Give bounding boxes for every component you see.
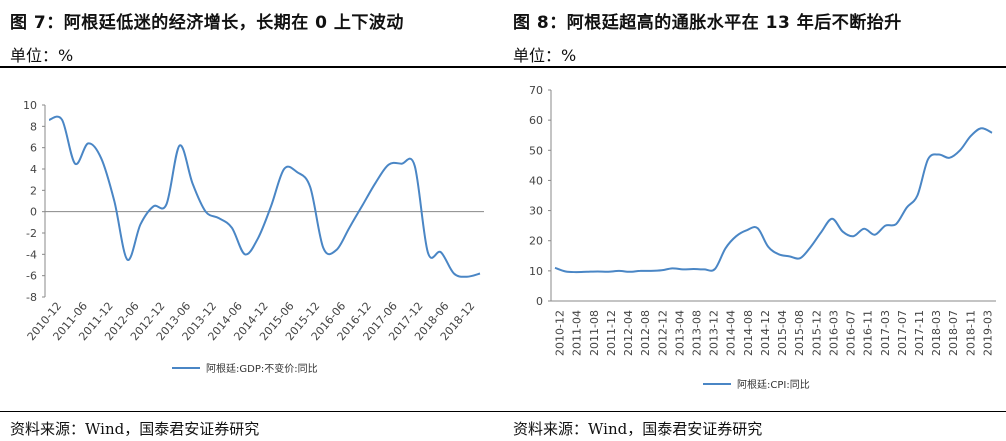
top-rule — [503, 66, 1006, 68]
x-tick-label: 2017-11 — [913, 310, 926, 356]
legend-label: 阿根廷:CPI:同比 — [737, 378, 810, 391]
bottom-rule — [503, 411, 1006, 412]
x-tick-label: 2014-04 — [725, 310, 738, 356]
x-tick-label: 2019-03 — [981, 310, 994, 356]
y-tick-label: -4 — [26, 248, 37, 261]
unit-label: 单位：% — [10, 46, 74, 65]
y-tick-label: 8 — [30, 120, 37, 133]
x-tick-label: 2015-12 — [810, 310, 823, 356]
x-tick-label: 2012-08 — [639, 310, 652, 356]
chart-title: 图 8：阿根廷超高的通胀水平在 13 年后不断抬升 — [513, 13, 902, 33]
y-tick-label: 30 — [529, 205, 543, 218]
x-tick-label: 2017-07 — [896, 310, 909, 356]
x-tick-label: 2013-04 — [673, 310, 686, 356]
y-tick-label: -6 — [26, 270, 37, 283]
bottom-rule — [0, 411, 503, 412]
x-tick-label: 2014-08 — [742, 310, 755, 356]
x-tick-label: 2010-12 — [554, 310, 567, 356]
chart-title: 图 7：阿根廷低迷的经济增长，长期在 0 上下波动 — [10, 13, 404, 33]
x-tick-label: 2018-07 — [947, 310, 960, 356]
y-tick-label: 6 — [30, 142, 37, 155]
x-tick-label: 2012-12 — [656, 310, 669, 356]
x-tick-label: 2016-03 — [827, 310, 840, 356]
x-tick-label: 2016-11 — [862, 310, 875, 356]
cpi-chart: 70 60 50 40 30 20 10 0 2010-12 2011-04 2011-08 2011… — [529, 84, 996, 391]
gdp-chart: 1086420-2-4-6-82010-122011-062011-122012… — [23, 99, 484, 375]
y-tick-label: -2 — [26, 227, 37, 240]
y-tick-label: 0 — [30, 206, 37, 219]
y-tick-label: -8 — [26, 291, 37, 304]
x-tick-label: 2018-11 — [964, 310, 977, 356]
y-tick-label: 10 — [23, 99, 37, 112]
left-panel: 图 7：阿根廷低迷的经济增长，长期在 0 上下波动 单位：% 10 8 6 4 2 0 -2… — [0, 13, 503, 438]
x-tick-label: 2013-08 — [690, 310, 703, 356]
source-note: 资料来源：Wind，国泰君安证券研究 — [10, 420, 260, 438]
series-line — [554, 127, 993, 274]
source-note: 资料来源：Wind，国泰君安证券研究 — [513, 420, 763, 438]
x-tick-label: 2012-04 — [622, 310, 635, 356]
x-tick-label: 2011-04 — [571, 310, 584, 356]
y-tick-label: 4 — [30, 163, 37, 176]
y-tick-label: 0 — [536, 295, 543, 308]
y-tick-label: 40 — [529, 174, 543, 187]
legend-label: 阿根廷:GDP:不变价:同比 — [206, 362, 318, 375]
x-tick-label: 2015-04 — [776, 310, 789, 356]
series-line — [48, 115, 481, 278]
x-tick-label: 2018-03 — [930, 310, 943, 356]
x-tick-label: 2017-03 — [879, 310, 892, 356]
x-tick-label: 2014-12 — [759, 310, 772, 356]
y-tick-label: 2 — [30, 184, 37, 197]
top-rule — [0, 66, 503, 68]
y-tick-label: 70 — [529, 84, 543, 97]
right-panel: 图 8：阿根廷超高的通胀水平在 13 年后不断抬升 单位：% 70 60 50 40 3… — [503, 0, 1006, 441]
x-tick-label: 2011-08 — [588, 310, 601, 356]
y-tick-label: 20 — [529, 235, 543, 248]
y-tick-label: 10 — [529, 265, 543, 278]
y-tick-label: 60 — [529, 114, 543, 127]
x-tick-label: 2016-07 — [845, 310, 858, 356]
x-tick-label: 2011-12 — [605, 310, 618, 356]
unit-label: 单位：% — [513, 46, 577, 65]
y-tick-label: 50 — [529, 144, 543, 157]
x-tick-label: 2015-08 — [793, 310, 806, 356]
x-tick-label: 2013-12 — [708, 310, 721, 356]
